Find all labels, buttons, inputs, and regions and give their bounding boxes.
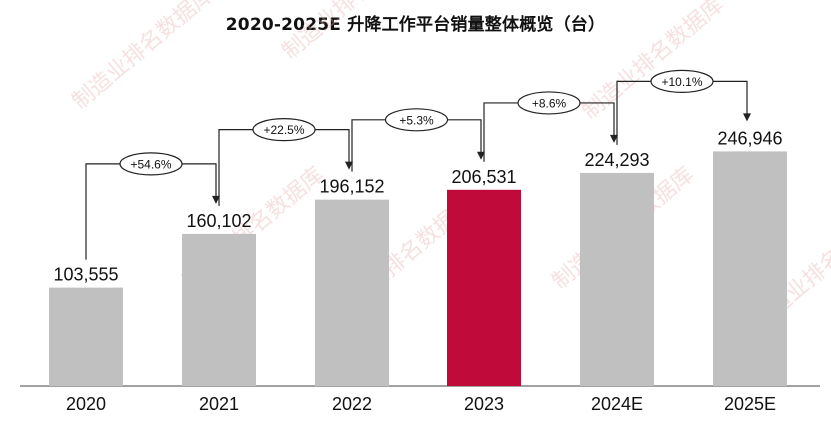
growth-arrowhead-2 [345, 161, 353, 170]
growth-arrowhead-3 [477, 151, 485, 160]
value-label-2024E: 224,293 [584, 150, 649, 170]
watermark-text: 制造业排名数据库 [278, 0, 429, 65]
growth-arrowhead-4 [610, 134, 618, 143]
growth-label-2: +22.5% [263, 123, 304, 137]
growth-label-4: +8.6% [532, 96, 567, 110]
growth-badge-3 [384, 108, 449, 132]
growth-label-5: +10.1% [661, 75, 702, 89]
value-label-2022: 196,152 [319, 177, 384, 197]
x-tick-2023: 2023 [464, 394, 504, 414]
bar-2025E [713, 151, 787, 386]
x-tick-2025E: 2025E [724, 394, 776, 414]
value-label-2025E: 246,946 [717, 128, 782, 148]
bar-2023 [447, 189, 521, 386]
x-tick-2022: 2022 [332, 394, 372, 414]
growth-badge-1 [119, 152, 183, 176]
growth-badge-2 [252, 118, 316, 142]
bar-2021 [182, 233, 256, 386]
watermark-text: 制造业排名数据库 [68, 0, 219, 115]
value-label-2020: 103,555 [53, 265, 118, 285]
x-tick-2020: 2020 [66, 394, 106, 414]
growth-badge-4 [517, 91, 581, 115]
chart-title: 2020-2025E 升降工作平台销量整体概览（台） [225, 15, 606, 35]
growth-label-3: +5.3% [399, 113, 434, 127]
value-label-2023: 206,531 [451, 167, 516, 187]
bar-2022 [315, 199, 389, 386]
x-tick-2024E: 2024E [591, 394, 643, 414]
growth-label-1: +54.6% [130, 157, 171, 171]
bar-2024E [580, 172, 654, 386]
value-label-2021: 160,102 [186, 211, 251, 231]
watermark-text: 制造业排名数据库 [578, 0, 729, 125]
growth-badge-5 [650, 69, 714, 94]
growth-arrowhead-1 [212, 195, 220, 204]
x-tick-2021: 2021 [199, 394, 239, 414]
bar-2020 [49, 287, 123, 386]
growth-arrowhead-5 [743, 113, 751, 122]
